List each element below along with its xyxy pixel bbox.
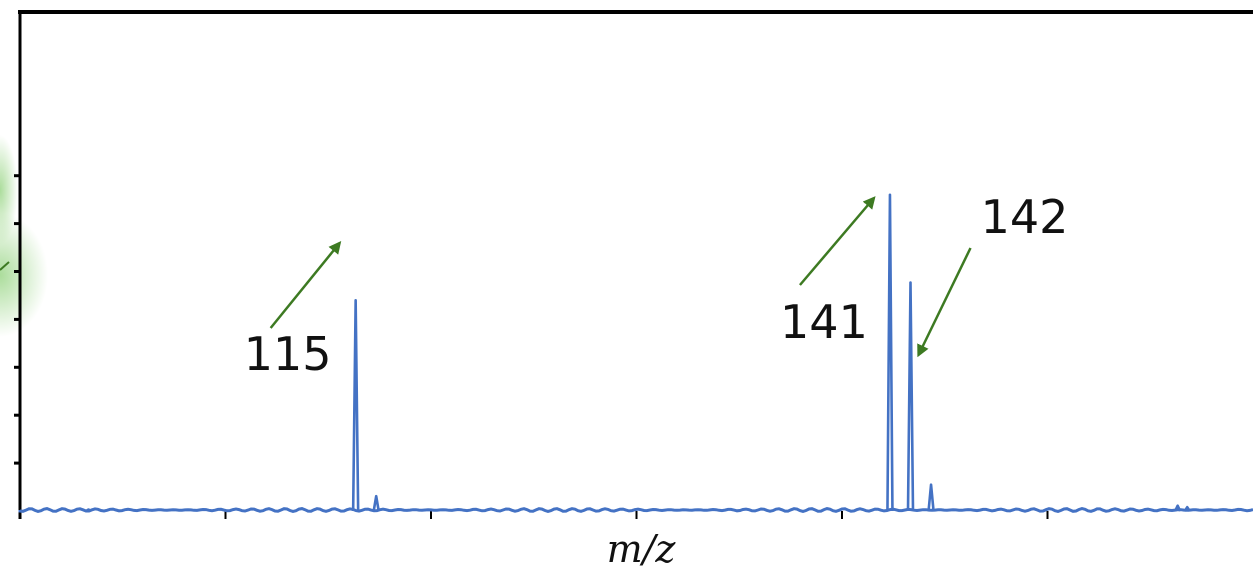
annotation-arrow-115 [269, 241, 342, 329]
peak-annotations: 115 141 142 [244, 190, 1069, 381]
spectrum-baseline [18, 507, 1253, 513]
peak-2 [372, 494, 380, 512]
baseline-trace [18, 507, 1253, 513]
x-axis-title: m/z [607, 527, 677, 571]
spectrum-peaks [85, 193, 1191, 513]
y-axis-ticks [14, 174, 20, 465]
peak-1 [351, 298, 360, 512]
peak-3 [886, 193, 894, 512]
peak-7 [1183, 505, 1191, 512]
peak-6 [1173, 504, 1182, 512]
annotation-label-115: 115 [244, 327, 332, 381]
annotation-arrow-141 [798, 196, 876, 286]
left-edge-glow [0, 135, 48, 337]
peak-5 [927, 483, 935, 512]
x-axis-ticks [224, 511, 1049, 519]
peak-4 [906, 281, 915, 512]
annotation-label-141: 141 [780, 295, 868, 349]
peak-0 [85, 508, 92, 513]
annotation-arrow-142 [917, 247, 972, 358]
annotation-label-142: 142 [981, 190, 1069, 244]
plot-frame [18, 10, 1253, 519]
